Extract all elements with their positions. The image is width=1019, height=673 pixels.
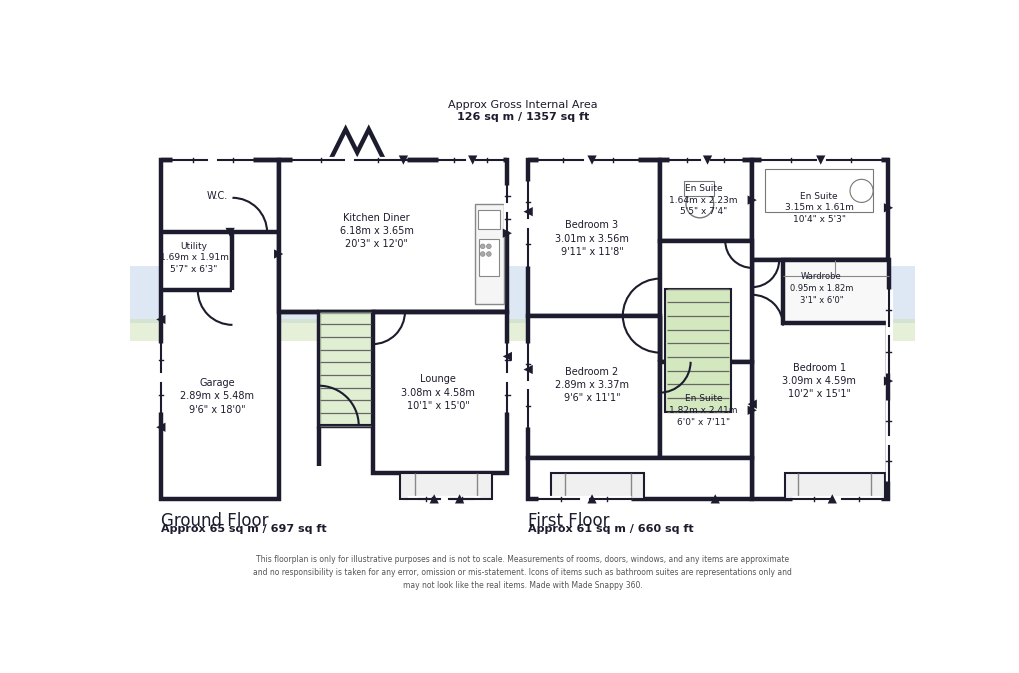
Bar (129, 266, 915, 323)
Text: Utility
1.69m x 1.91m
5'7" x 6'3": Utility 1.69m x 1.91m 5'7" x 6'3" (159, 242, 228, 274)
Polygon shape (815, 155, 824, 165)
Polygon shape (702, 155, 711, 165)
Polygon shape (747, 195, 756, 205)
Circle shape (486, 252, 491, 256)
Bar (751, 160, 888, 260)
Polygon shape (826, 494, 837, 503)
Text: 126 sq m / 1357 sq ft: 126 sq m / 1357 sq ft (457, 112, 588, 122)
Bar (399, 474, 491, 499)
Polygon shape (398, 155, 408, 165)
Bar (318, 312, 372, 426)
Bar (478, 239, 498, 275)
Text: Bedroom 1
3.09m x 4.59m
10'2" x 15'1": Bedroom 1 3.09m x 4.59m 10'2" x 15'1" (782, 363, 855, 399)
Text: En Suite
1.82m x 2.41m
6'0" x 7'11": En Suite 1.82m x 2.41m 6'0" x 7'11" (668, 394, 737, 427)
Text: Garage
2.89m x 5.48m
9'6" x 18'0": Garage 2.89m x 5.48m 9'6" x 18'0" (180, 378, 254, 415)
Polygon shape (225, 228, 234, 237)
Polygon shape (523, 207, 532, 216)
Bar (475, 204, 503, 304)
Circle shape (486, 244, 491, 248)
Bar (751, 260, 888, 499)
Polygon shape (710, 494, 719, 503)
Polygon shape (747, 400, 756, 409)
Bar (664, 289, 730, 412)
Bar (528, 160, 659, 316)
Text: Approx 65 sq m / 697 sq ft: Approx 65 sq m / 697 sq ft (161, 524, 326, 534)
Bar (278, 160, 506, 312)
Polygon shape (883, 376, 893, 386)
Text: Wardrobe
0.95m x 1.82m
3'1" x 6'0": Wardrobe 0.95m x 1.82m 3'1" x 6'0" (789, 273, 852, 305)
Polygon shape (587, 155, 596, 165)
Polygon shape (454, 494, 464, 503)
Bar (129, 320, 915, 341)
Text: Bedroom 2
2.89m x 3.37m
9'6" x 11'1": Bedroom 2 2.89m x 3.37m 9'6" x 11'1" (554, 367, 629, 403)
Bar (784, 474, 883, 499)
Polygon shape (156, 315, 165, 324)
Text: En Suite
3.15m x 1.61m
10'4" x 5'3": En Suite 3.15m x 1.61m 10'4" x 5'3" (784, 192, 853, 224)
Polygon shape (883, 203, 893, 213)
Text: Approx Gross Internal Area: Approx Gross Internal Area (447, 100, 597, 110)
Polygon shape (502, 229, 512, 238)
Bar (550, 474, 644, 499)
Text: Lounge
3.08m x 4.58m
10'1" x 15'0": Lounge 3.08m x 4.58m 10'1" x 15'0" (400, 374, 475, 411)
Bar (659, 241, 751, 362)
Bar (659, 160, 751, 241)
Bar (783, 260, 888, 323)
Polygon shape (468, 155, 477, 165)
Text: First Floor: First Floor (528, 512, 609, 530)
Circle shape (480, 252, 485, 256)
Text: Approx 61 sq m / 660 sq ft: Approx 61 sq m / 660 sq ft (528, 524, 693, 534)
Bar (528, 458, 751, 499)
Polygon shape (523, 365, 532, 374)
Bar (528, 316, 659, 458)
Text: Ground Floor: Ground Floor (161, 512, 268, 530)
Circle shape (686, 190, 713, 218)
Text: En Suite
1.64m x 2.23m
5'5" x 7'4": En Suite 1.64m x 2.23m 5'5" x 7'4" (668, 184, 737, 217)
Bar (683, 181, 713, 197)
Circle shape (480, 244, 485, 248)
Bar (764, 170, 872, 212)
Circle shape (849, 179, 872, 203)
Text: Bedroom 3
3.01m x 3.56m
9'11" x 11'8": Bedroom 3 3.01m x 3.56m 9'11" x 11'8" (554, 221, 629, 257)
Text: Kitchen Diner
6.18m x 3.65m
20'3" x 12'0": Kitchen Diner 6.18m x 3.65m 20'3" x 12'0… (339, 213, 413, 249)
Bar (659, 362, 751, 458)
Bar (320, 314, 371, 424)
Text: W.C.: W.C. (206, 191, 227, 201)
Polygon shape (502, 352, 512, 361)
Bar (478, 210, 499, 229)
Polygon shape (429, 494, 438, 503)
Polygon shape (747, 406, 756, 415)
Bar (372, 312, 506, 474)
Text: This floorplan is only for illustrative purposes and is not to scale. Measuremen: This floorplan is only for illustrative … (253, 555, 792, 590)
Bar (161, 160, 278, 499)
Polygon shape (156, 423, 165, 432)
Polygon shape (587, 494, 596, 503)
Polygon shape (274, 250, 283, 258)
